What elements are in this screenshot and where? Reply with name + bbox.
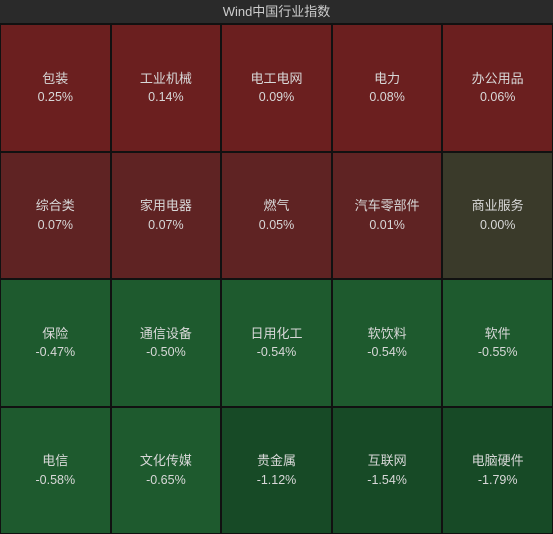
heatmap-cell[interactable]: 电脑硬件-1.79% [443,408,552,534]
heatmap-cell[interactable]: 电力0.08% [333,25,442,151]
heatmap-cell[interactable]: 商业服务0.00% [443,153,552,279]
cell-label: 办公用品 [472,69,524,89]
cell-value: -0.50% [146,343,186,362]
cell-label: 家用电器 [140,196,192,216]
heatmap-cell[interactable]: 通信设备-0.50% [112,280,221,406]
heatmap-title: Wind中国行业指数 [0,0,553,24]
cell-value: -1.79% [478,471,518,490]
cell-value: -0.65% [146,471,186,490]
heatmap-cell[interactable]: 互联网-1.54% [333,408,442,534]
heatmap-cell[interactable]: 软件-0.55% [443,280,552,406]
heatmap-cell[interactable]: 保险-0.47% [1,280,110,406]
cell-value: 0.08% [369,88,404,107]
heatmap-cell[interactable]: 贵金属-1.12% [222,408,331,534]
cell-value: 0.01% [369,216,404,235]
cell-value: -1.54% [367,471,407,490]
cell-value: -0.58% [35,471,75,490]
cell-value: -0.54% [257,343,297,362]
heatmap-cell[interactable]: 包装0.25% [1,25,110,151]
heatmap-cell[interactable]: 家用电器0.07% [112,153,221,279]
cell-value: 0.09% [259,88,294,107]
cell-value: 0.14% [148,88,183,107]
heatmap-cell[interactable]: 日用化工-0.54% [222,280,331,406]
cell-value: -0.54% [367,343,407,362]
heatmap-cell[interactable]: 电信-0.58% [1,408,110,534]
cell-value: 0.07% [148,216,183,235]
heatmap-cell[interactable]: 文化传媒-0.65% [112,408,221,534]
cell-label: 软饮料 [368,324,407,344]
cell-value: -0.47% [35,343,75,362]
cell-label: 商业服务 [472,196,524,216]
heatmap-cell[interactable]: 软饮料-0.54% [333,280,442,406]
cell-label: 日用化工 [250,324,302,344]
heatmap-container: Wind中国行业指数 包装0.25%工业机械0.14%电工电网0.09%电力0.… [0,0,553,534]
heatmap-grid: 包装0.25%工业机械0.14%电工电网0.09%电力0.08%办公用品0.06… [0,24,553,534]
heatmap-cell[interactable]: 工业机械0.14% [112,25,221,151]
cell-label: 保险 [42,324,68,344]
cell-label: 贵金属 [257,451,296,471]
cell-label: 电力 [374,69,400,89]
cell-value: 0.05% [259,216,294,235]
cell-value: 0.00% [480,216,515,235]
heatmap-cell[interactable]: 综合类0.07% [1,153,110,279]
cell-label: 汽车零部件 [355,196,420,216]
cell-value: -0.55% [478,343,518,362]
cell-value: 0.07% [38,216,73,235]
heatmap-cell[interactable]: 办公用品0.06% [443,25,552,151]
cell-label: 文化传媒 [140,451,192,471]
cell-label: 燃气 [263,196,289,216]
heatmap-cell[interactable]: 汽车零部件0.01% [333,153,442,279]
cell-label: 电工电网 [250,69,302,89]
cell-label: 通信设备 [140,324,192,344]
cell-label: 软件 [485,324,511,344]
heatmap-cell[interactable]: 电工电网0.09% [222,25,331,151]
heatmap-cell[interactable]: 燃气0.05% [222,153,331,279]
cell-value: 0.06% [480,88,515,107]
cell-label: 电信 [42,451,68,471]
cell-label: 电脑硬件 [472,451,524,471]
cell-value: 0.25% [38,88,73,107]
cell-value: -1.12% [257,471,297,490]
cell-label: 综合类 [36,196,75,216]
cell-label: 包装 [42,69,68,89]
cell-label: 工业机械 [140,69,192,89]
cell-label: 互联网 [368,451,407,471]
